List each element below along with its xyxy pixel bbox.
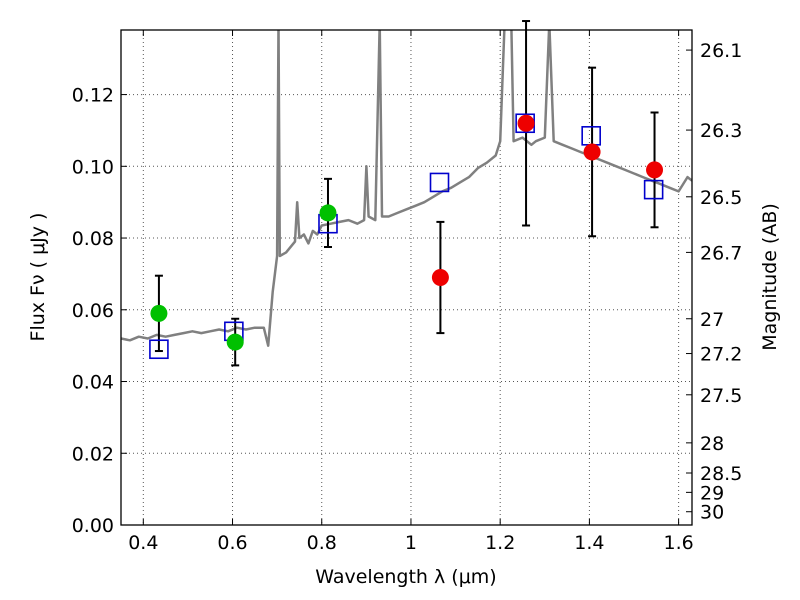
y-tick-label: 0.02 [72, 443, 114, 465]
x-axis-ticks: 0.4 0.6 0.8 1 1.2 1.4 1.6 [128, 30, 694, 554]
y2-tick-label: 28.5 [700, 463, 742, 485]
y2-tick-label: 28 [700, 433, 724, 455]
y-tick-label: 0.00 [72, 515, 114, 537]
observed-flux-point [646, 161, 664, 179]
y2-tick-label: 26.3 [700, 120, 742, 142]
model-photometry-square [149, 339, 169, 360]
x-tick-label: 0.6 [217, 532, 247, 554]
x-tick-label: 1.4 [574, 532, 604, 554]
y-axis-label: Flux Fν ( μJy ) [27, 213, 49, 342]
y2-tick-label: 27.5 [700, 385, 742, 407]
y2-tick-label: 30 [700, 502, 724, 524]
observed-flux-point [583, 143, 601, 161]
model-photometry-square [643, 179, 664, 200]
observed-photometry-layer [150, 114, 664, 351]
y-tick-label: 0.08 [72, 228, 114, 250]
y2-tick-label: 26.7 [700, 242, 742, 264]
y2-tick-label: 26.1 [700, 40, 742, 62]
x-tick-label: 1.6 [664, 532, 694, 554]
observed-flux-point [226, 333, 244, 351]
y2-tick-label: 29 [700, 482, 724, 504]
observed-flux-point [517, 114, 535, 132]
errorbar-layer [154, 20, 659, 367]
y2-tick-label: 26.5 [700, 187, 742, 209]
observed-flux-point [150, 304, 168, 322]
y-tick-label: 0.04 [72, 372, 114, 394]
y-axis-ticks: 0.00 0.02 0.04 0.06 0.08 0.10 0.12 [72, 85, 127, 537]
observed-flux-point [431, 269, 449, 286]
model-spectrum-line [121, 30, 692, 347]
model-photometry-square [429, 172, 450, 193]
y-tick-label: 0.10 [72, 156, 114, 178]
grid-lines [121, 30, 692, 525]
model-spectrum-layer [121, 30, 692, 347]
y-tick-label: 0.12 [72, 85, 114, 107]
y2-tick-label: 27 [700, 309, 724, 331]
x-tick-label: 1 [405, 532, 417, 554]
observed-flux-point [319, 204, 337, 222]
x-tick-label: 0.4 [128, 532, 158, 554]
plot-frame [120, 29, 693, 526]
x-tick-label: 1.2 [485, 532, 515, 554]
x-tick-label: 0.8 [307, 532, 337, 554]
y2-tick-label: 27.2 [700, 344, 742, 366]
y-tick-label: 0.06 [72, 300, 114, 322]
y2-axis-label: Magnitude (AB) [759, 203, 781, 351]
model-photometry-layer [149, 113, 664, 360]
x-axis-label: Wavelength λ (μm) [315, 566, 496, 588]
